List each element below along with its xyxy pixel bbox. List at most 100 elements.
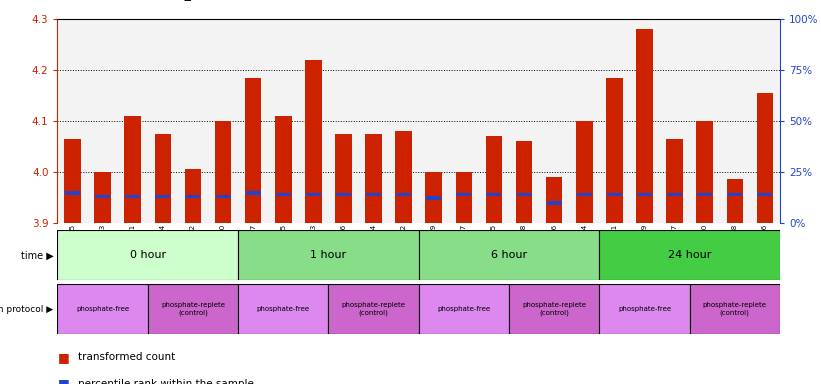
Bar xyxy=(599,284,690,334)
Bar xyxy=(757,193,773,196)
Text: 1 hour: 1 hour xyxy=(310,250,346,260)
Bar xyxy=(125,195,140,198)
Bar xyxy=(64,139,80,223)
Bar xyxy=(750,19,780,223)
Bar xyxy=(276,193,291,196)
Bar xyxy=(148,284,238,334)
Bar xyxy=(245,191,261,195)
Bar xyxy=(65,191,80,195)
Bar xyxy=(178,19,208,223)
Bar xyxy=(637,193,652,196)
Bar xyxy=(57,284,148,334)
Bar xyxy=(155,195,171,198)
Text: 6 hour: 6 hour xyxy=(491,250,527,260)
Bar xyxy=(238,284,328,334)
Bar xyxy=(365,134,382,223)
Bar xyxy=(305,193,321,196)
Bar xyxy=(509,19,539,223)
Bar xyxy=(388,19,419,223)
Bar xyxy=(88,19,117,223)
Bar xyxy=(486,193,502,196)
Bar xyxy=(547,201,562,205)
Bar xyxy=(456,172,472,223)
Bar xyxy=(268,19,298,223)
Bar xyxy=(95,195,110,198)
Bar xyxy=(599,230,780,280)
Text: ■: ■ xyxy=(57,377,69,384)
Bar xyxy=(419,19,449,223)
Bar xyxy=(336,193,351,196)
Bar xyxy=(697,193,712,196)
Bar xyxy=(456,193,471,196)
Text: phosphate-replete
(control): phosphate-replete (control) xyxy=(342,302,406,316)
Bar xyxy=(539,19,569,223)
Bar xyxy=(57,19,88,223)
Bar xyxy=(275,116,291,223)
Bar xyxy=(148,19,178,223)
Bar xyxy=(636,29,653,223)
Bar xyxy=(245,78,261,223)
Bar xyxy=(546,177,562,223)
Bar xyxy=(366,193,381,196)
Bar xyxy=(696,121,713,223)
Text: time ▶: time ▶ xyxy=(21,250,53,260)
Bar xyxy=(215,121,232,223)
Bar xyxy=(359,19,388,223)
Bar xyxy=(690,19,720,223)
Text: transformed count: transformed count xyxy=(78,352,175,362)
Bar xyxy=(419,230,599,280)
Bar xyxy=(569,19,599,223)
Bar xyxy=(328,284,419,334)
Bar xyxy=(57,230,238,280)
Bar xyxy=(757,93,773,223)
Bar xyxy=(419,284,509,334)
Text: 24 hour: 24 hour xyxy=(668,250,711,260)
Bar xyxy=(154,134,171,223)
Bar xyxy=(425,172,442,223)
Bar xyxy=(690,284,780,334)
Bar xyxy=(509,284,599,334)
Bar xyxy=(298,19,328,223)
Bar xyxy=(720,19,750,223)
Bar xyxy=(667,139,683,223)
Text: phosphate-replete
(control): phosphate-replete (control) xyxy=(522,302,586,316)
Bar xyxy=(94,172,111,223)
Bar xyxy=(667,193,682,196)
Bar xyxy=(305,60,322,223)
Bar xyxy=(238,19,268,223)
Bar xyxy=(215,195,231,198)
Bar xyxy=(396,131,412,223)
Bar xyxy=(449,19,479,223)
Bar xyxy=(516,193,532,196)
Text: phosphate-replete
(control): phosphate-replete (control) xyxy=(703,302,767,316)
Bar xyxy=(599,19,630,223)
Bar xyxy=(630,19,659,223)
Text: growth protocol ▶: growth protocol ▶ xyxy=(0,305,53,314)
Text: phosphate-replete
(control): phosphate-replete (control) xyxy=(161,302,225,316)
Bar xyxy=(727,179,743,223)
Bar xyxy=(238,230,419,280)
Bar xyxy=(185,169,201,223)
Bar xyxy=(607,193,621,196)
Bar xyxy=(479,19,509,223)
Bar xyxy=(335,134,351,223)
Bar xyxy=(186,195,200,198)
Bar xyxy=(328,19,359,223)
Bar xyxy=(486,136,502,223)
Text: phosphate-free: phosphate-free xyxy=(76,306,129,312)
Bar xyxy=(606,78,622,223)
Bar xyxy=(117,19,148,223)
Text: phosphate-free: phosphate-free xyxy=(618,306,671,312)
Bar xyxy=(727,193,742,196)
Text: ■: ■ xyxy=(57,351,69,364)
Text: percentile rank within the sample: percentile rank within the sample xyxy=(78,379,254,384)
Bar xyxy=(208,19,238,223)
Bar xyxy=(426,196,442,200)
Bar xyxy=(659,19,690,223)
Text: phosphate-free: phosphate-free xyxy=(257,306,310,312)
Bar xyxy=(396,193,411,196)
Bar xyxy=(516,141,532,223)
Text: 0 hour: 0 hour xyxy=(130,250,166,260)
Bar xyxy=(576,193,592,196)
Bar xyxy=(125,116,141,223)
